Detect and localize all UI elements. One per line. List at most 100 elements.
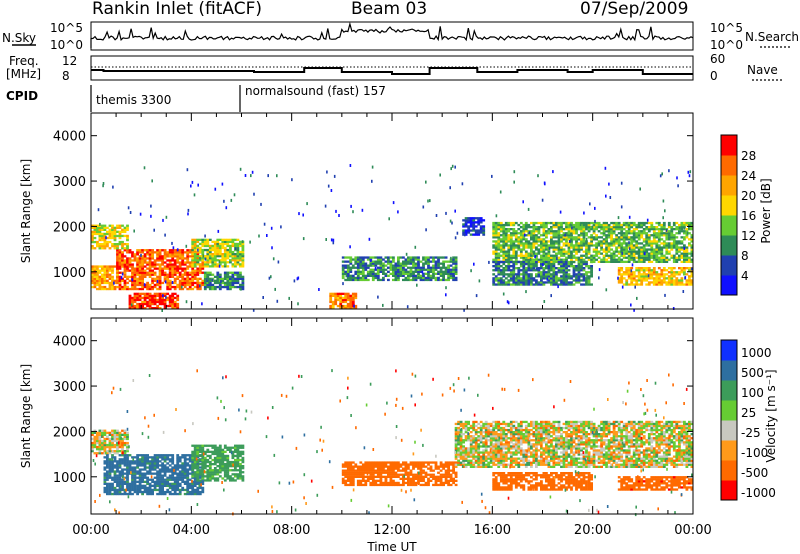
power-echo-cell [173, 304, 177, 308]
power-echo-cell [537, 271, 541, 274]
power-echo-cell [346, 307, 350, 310]
power-echo-cell [499, 244, 503, 247]
velocity-echo-cell [146, 482, 149, 485]
power-echo-cell [662, 228, 666, 231]
power-echo-cell [655, 281, 659, 284]
power-echo-cell [417, 270, 420, 273]
power-echo-cell [607, 254, 611, 257]
velocity-echo-cell [191, 454, 195, 458]
date-label: 07/Sep/2009 [580, 0, 688, 19]
power-echo-cell [560, 281, 563, 284]
power-echo-cell [545, 234, 548, 237]
velocity-echo-cell [166, 488, 170, 492]
power-echo-cell [507, 260, 511, 264]
velocity-echo-cell [133, 460, 137, 463]
power-echo-cell [201, 259, 205, 262]
power-echo-cell [575, 226, 578, 229]
power-echo-cell [141, 249, 144, 252]
power-echo-cell [519, 221, 523, 225]
power-echo-cell [469, 221, 473, 224]
power-echo-cell [524, 228, 528, 231]
velocity-echo-cell [186, 472, 190, 475]
velocity-echo-cell [108, 441, 112, 445]
power-echo-cell [545, 252, 548, 255]
power-echo-cell [572, 267, 576, 270]
velocity-echo-cell [196, 460, 200, 464]
velocity-echo-cell [136, 492, 139, 496]
power-echo-cell [595, 223, 598, 227]
power-echo-cell [113, 243, 117, 246]
velocity-echo-cell [183, 460, 187, 463]
velocity-echo-cell [158, 464, 162, 467]
power-echo-cell [580, 262, 583, 266]
power-echo-cell [178, 279, 182, 282]
power-echo-cell [213, 279, 217, 282]
power-scatter-cell [241, 240, 244, 244]
power-scatter-cell [513, 170, 516, 174]
power-echo-cell [369, 270, 373, 273]
velocity-echo-cell [166, 480, 170, 483]
velocity-echo-cell [143, 462, 147, 465]
power-echo-cell [106, 269, 109, 272]
power-echo-cell [504, 256, 508, 259]
power-echo-cell [191, 238, 195, 241]
power-echo-cell [111, 228, 114, 231]
power-echo-cell [547, 273, 551, 276]
velocity-echo-cell [136, 470, 139, 473]
power-echo-cell [630, 223, 634, 227]
velocity-echo-cell [98, 443, 102, 447]
velocity-echo-cell [108, 470, 112, 473]
velocity-echo-cell [111, 462, 114, 465]
power-echo-cell [103, 285, 107, 289]
power-scatter-cell [456, 231, 459, 235]
power-echo-cell [542, 271, 546, 274]
power-echo-cell [652, 252, 656, 255]
power-echo-cell [612, 232, 616, 235]
power-scatter-cell [150, 204, 152, 208]
power-scatter-cell [488, 260, 490, 264]
power-echo-cell [555, 248, 558, 251]
power-echo-cell [683, 252, 686, 255]
power-echo-cell [442, 272, 445, 275]
velocity-echo-cell [206, 460, 210, 464]
velocity-echo-cell [166, 454, 170, 457]
velocity-echo-cell [234, 473, 237, 476]
power-echo-cell [206, 240, 210, 243]
velocity-echo-cell [143, 466, 147, 469]
power-echo-cell [178, 281, 182, 285]
power-echo-cell [570, 277, 573, 280]
power-echo-cell [595, 252, 598, 255]
power-echo-cell [547, 221, 551, 225]
velocity-echo-cell [229, 475, 232, 478]
velocity-echo-cell [196, 450, 200, 453]
power-echo-cell [106, 273, 109, 276]
velocity-echo-cell [229, 479, 232, 482]
power-echo-cell [171, 267, 175, 270]
velocity-echo-cell [231, 452, 235, 456]
power-echo-cell [369, 262, 373, 265]
power-echo-cell [223, 281, 227, 285]
power-echo-cell [660, 242, 664, 245]
power-echo-cell [394, 268, 398, 271]
power-echo-cell [193, 257, 197, 260]
power-echo-cell [572, 226, 576, 229]
velocity-echo-cell [183, 458, 187, 461]
velocity-echo-cell [236, 473, 240, 476]
velocity-echo-cell [101, 443, 104, 447]
power-echo-cell [203, 238, 207, 241]
power-echo-cell [617, 258, 621, 261]
velocity-echo-cell [193, 473, 197, 476]
velocity-echo-cell [196, 488, 200, 492]
power-echo-cell [382, 272, 385, 275]
velocity-echo-cell [108, 482, 112, 485]
power-echo-cell [637, 238, 641, 241]
power-scatter-cell [162, 218, 164, 222]
velocity-echo-cell [106, 450, 109, 453]
power-echo-cell [138, 267, 142, 270]
power-echo-cell [565, 279, 568, 282]
power-echo-cell [171, 257, 175, 260]
power-echo-cell [627, 254, 631, 257]
power-echo-cell [153, 271, 157, 274]
power-echo-cell [527, 246, 531, 249]
